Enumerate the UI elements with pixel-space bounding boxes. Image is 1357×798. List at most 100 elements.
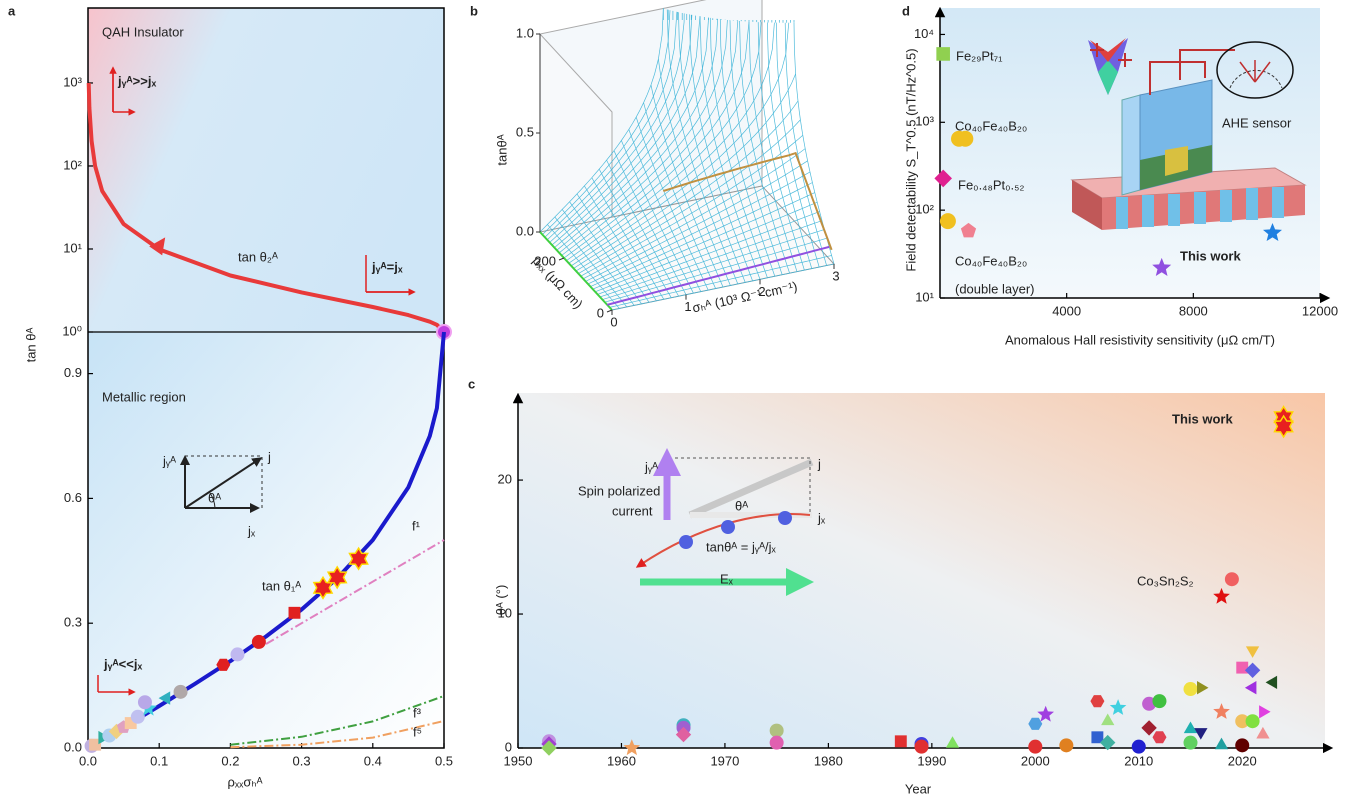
annotation: QAH Insulator: [102, 24, 184, 39]
mesh-line: [590, 182, 813, 287]
y-tick-label: 10³: [63, 74, 82, 89]
point: [541, 740, 557, 756]
x-tick-label: 0.0: [79, 753, 97, 768]
mesh-line: [719, 19, 776, 277]
point: [1059, 738, 1074, 753]
mesh-line: [599, 220, 823, 298]
point: [173, 684, 188, 699]
z-axis-label: tanθᴬ: [494, 134, 509, 165]
z-tick-label: 0.5: [516, 124, 534, 139]
x-tick-label: 1: [684, 299, 691, 314]
point: [124, 717, 137, 729]
point: [769, 723, 784, 738]
point: [1256, 726, 1270, 739]
point: [1100, 734, 1116, 751]
mesh-line: [561, 20, 739, 256]
mesh-line: [556, 18, 719, 251]
wires: [1149, 49, 1235, 95]
y-axis-label: tan θᴬ: [23, 327, 38, 362]
annotation: jᵧᴬ>>jₓ: [117, 73, 156, 88]
point: [1235, 714, 1250, 729]
current-bar: [688, 458, 814, 519]
annotation: current: [612, 503, 653, 518]
annotation: (double layer): [955, 281, 1035, 296]
y-tick-label: 0.3: [64, 615, 82, 630]
point: [251, 634, 266, 649]
annotation: Co₃Sn₂S₂: [1137, 573, 1194, 588]
panel-label: a: [8, 3, 16, 18]
mesh-line: [689, 14, 753, 282]
y-tick-label: 10²: [63, 157, 82, 172]
band-icon: [1098, 60, 1118, 95]
annotation: jᵧᴬ=jₓ: [371, 259, 403, 274]
point: [1265, 675, 1278, 689]
point: [1091, 731, 1104, 744]
annotation: f¹: [412, 518, 421, 533]
y-tick-label: 10⁰: [62, 323, 82, 338]
annotation: AHE sensor: [1222, 115, 1292, 130]
mesh-line: [609, 255, 832, 308]
mesh-line: [539, 8, 664, 233]
block: [1121, 94, 1141, 196]
inset-axes: [97, 675, 132, 692]
point: [288, 606, 301, 619]
annotation: Co₄₀Fe₄₀B₂₀: [955, 118, 1027, 133]
mesh-line: [551, 16, 701, 246]
annotation: j: [817, 456, 821, 471]
point: [894, 735, 907, 748]
mesh-line: [666, 9, 739, 285]
y-axis-label: θᴬ (°): [493, 585, 508, 616]
inset-box: [185, 455, 263, 508]
panel-label: d: [902, 3, 910, 18]
y-tick-label: 200: [534, 253, 556, 268]
y-tick: [606, 309, 613, 313]
point: [1183, 682, 1198, 697]
x-tick-label: 8000: [1179, 303, 1208, 318]
point: [1244, 681, 1257, 695]
annotation: jᵧᴬ: [644, 459, 658, 474]
slab-stripes: [1116, 187, 1284, 229]
point: [1109, 699, 1127, 715]
mesh-line: [587, 171, 811, 285]
sensor-circle: [1216, 41, 1294, 99]
annotation: jᵧᴬ<<jₓ: [103, 656, 142, 671]
x-tick-label: 1970: [710, 753, 739, 768]
mesh-line: [595, 201, 818, 293]
point: [1152, 731, 1167, 744]
line: [86, 82, 446, 334]
annotation: Eₓ: [720, 571, 734, 586]
mesh-line: [554, 17, 709, 248]
annotation: jₓ: [247, 523, 256, 538]
y-tick-label: 0: [597, 305, 604, 320]
mesh-line: [583, 148, 806, 280]
curve-purple: [606, 245, 830, 306]
point: [914, 739, 929, 754]
y-tick-label: 10³: [915, 114, 934, 129]
point: [1183, 735, 1198, 750]
y-tick: [558, 257, 565, 261]
electron: [721, 520, 735, 534]
x-tick-label: 1990: [917, 753, 946, 768]
y-tick-label: 10⁴: [914, 26, 934, 41]
annotation: jₓ: [817, 510, 826, 525]
point: [1152, 257, 1172, 276]
mesh-line: [767, 22, 813, 269]
x-tick-label: 1950: [504, 753, 533, 768]
band-signs: [1090, 43, 1132, 67]
point: [934, 169, 952, 188]
x-tick-label: 2020: [1228, 753, 1257, 768]
mesh-line: [563, 21, 750, 259]
point: [1245, 646, 1260, 658]
mesh-line: [542, 10, 671, 235]
curve-green: [539, 231, 613, 311]
panel-label: c: [468, 376, 475, 391]
x-tick-label: 3: [832, 268, 839, 283]
curve-brown: [663, 151, 833, 251]
line: [230, 720, 445, 749]
device-illustration: [1070, 38, 1307, 230]
mesh-line: [699, 16, 761, 280]
x-axis-label: Anomalous Hall resistivity sensitivity (…: [1005, 332, 1275, 347]
x-tick-label: 4000: [1052, 303, 1081, 318]
